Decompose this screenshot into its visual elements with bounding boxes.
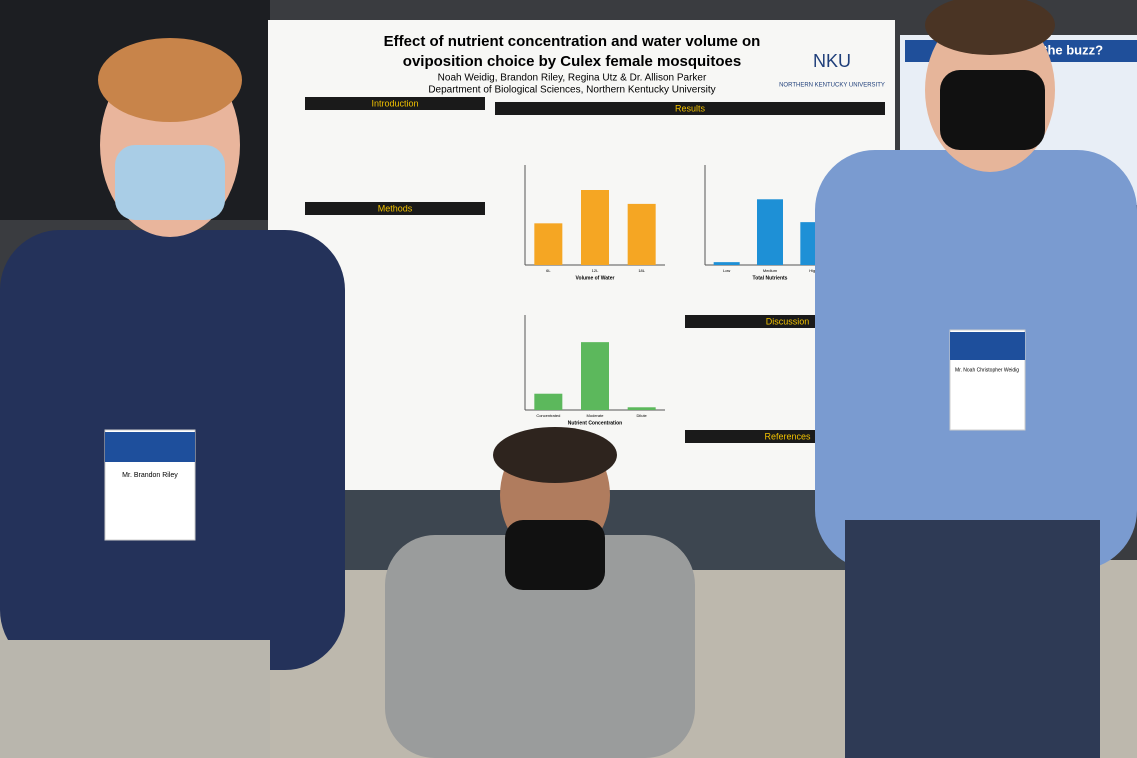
x-tick-label: Low: [723, 268, 730, 273]
section-title: Results: [675, 103, 706, 113]
bar: [757, 199, 783, 265]
x-axis-label: Total Nutrients: [753, 275, 788, 281]
section-header: [305, 97, 485, 110]
x-tick-label: Moderate: [587, 413, 605, 418]
x-tick-label: 12L: [592, 268, 599, 273]
section-header: [495, 102, 885, 115]
x-tick-label: Dilute: [637, 413, 648, 418]
bar: [534, 223, 563, 265]
bar: [581, 342, 609, 410]
logo: NKU: [813, 51, 851, 71]
section-title: Introduction: [371, 98, 418, 108]
bar: [534, 393, 563, 410]
poster-department: Department of Biological Sciences, North…: [428, 85, 715, 96]
x-axis-label: Volume of Water: [576, 275, 615, 281]
bar: [627, 407, 656, 410]
section-header: [305, 202, 485, 215]
x-tick-label: Concentrated: [536, 413, 560, 418]
section-title: References: [764, 431, 811, 441]
section-title: Methods: [378, 203, 413, 213]
person-left: Mr. Brandon Riley: [0, 38, 345, 758]
poster-title: Effect of nutrient concentration and wat…: [384, 33, 761, 50]
poster-authors: Noah Weidig, Brandon Riley, Regina Utz &…: [438, 73, 707, 84]
x-axis-label: Nutrient Concentration: [568, 420, 622, 426]
x-tick-label: 18L: [638, 268, 645, 273]
section-title: Discussion: [766, 316, 810, 326]
x-tick-label: Medium: [763, 268, 778, 273]
bar: [627, 203, 656, 265]
poster-title: oviposition choice by Culex female mosqu…: [403, 53, 741, 70]
badge-name: Mr. Noah Christopher Weidig: [955, 367, 1019, 373]
bar: [581, 190, 609, 265]
x-tick-label: High: [809, 268, 817, 273]
university: NORTHERN KENTUCKY UNIVERSITY: [779, 83, 885, 89]
person-center: [385, 427, 695, 758]
x-tick-label: 6L: [546, 268, 551, 273]
badge-name: Mr. Brandon Riley: [122, 472, 178, 479]
bar: [713, 262, 740, 265]
person-right: Mr. Noah Christopher Weidig: [815, 0, 1137, 758]
